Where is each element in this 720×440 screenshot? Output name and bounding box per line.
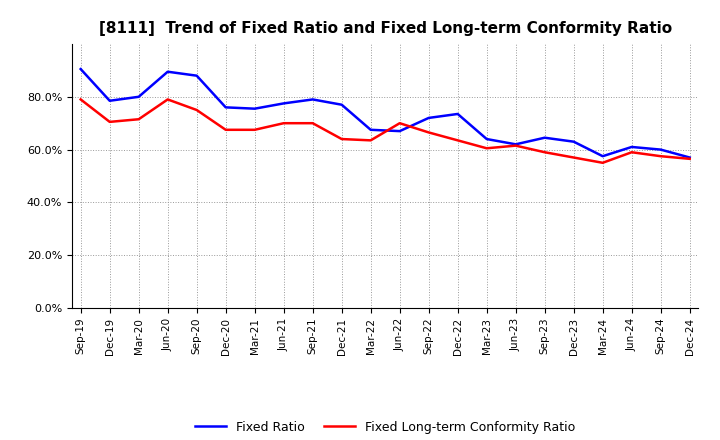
Fixed Long-term Conformity Ratio (598, 160, 607, 165)
Title: [8111]  Trend of Fixed Ratio and Fixed Long-term Conformity Ratio: [8111] Trend of Fixed Ratio and Fixed Lo… (99, 21, 672, 36)
Fixed Ratio (511, 142, 520, 147)
Fixed Ratio (221, 105, 230, 110)
Fixed Long-term Conformity Ratio (105, 119, 114, 125)
Line: Fixed Ratio: Fixed Ratio (81, 69, 690, 158)
Fixed Long-term Conformity Ratio (482, 146, 491, 151)
Fixed Long-term Conformity Ratio (192, 107, 201, 113)
Fixed Long-term Conformity Ratio (454, 138, 462, 143)
Fixed Ratio (192, 73, 201, 78)
Fixed Ratio (279, 101, 288, 106)
Fixed Long-term Conformity Ratio (308, 121, 317, 126)
Fixed Ratio (76, 66, 85, 72)
Fixed Long-term Conformity Ratio (627, 150, 636, 155)
Fixed Long-term Conformity Ratio (135, 117, 143, 122)
Fixed Ratio (570, 139, 578, 144)
Fixed Long-term Conformity Ratio (685, 156, 694, 161)
Fixed Long-term Conformity Ratio (221, 127, 230, 132)
Fixed Ratio (541, 135, 549, 140)
Fixed Ratio (135, 94, 143, 99)
Fixed Long-term Conformity Ratio (395, 121, 404, 126)
Fixed Long-term Conformity Ratio (251, 127, 259, 132)
Line: Fixed Long-term Conformity Ratio: Fixed Long-term Conformity Ratio (81, 99, 690, 163)
Fixed Ratio (685, 155, 694, 160)
Fixed Long-term Conformity Ratio (424, 130, 433, 135)
Fixed Ratio (308, 97, 317, 102)
Legend: Fixed Ratio, Fixed Long-term Conformity Ratio: Fixed Ratio, Fixed Long-term Conformity … (190, 416, 580, 439)
Fixed Long-term Conformity Ratio (541, 150, 549, 155)
Fixed Long-term Conformity Ratio (657, 154, 665, 159)
Fixed Long-term Conformity Ratio (279, 121, 288, 126)
Fixed Ratio (395, 128, 404, 134)
Fixed Long-term Conformity Ratio (511, 143, 520, 148)
Fixed Long-term Conformity Ratio (570, 155, 578, 160)
Fixed Ratio (163, 69, 172, 74)
Fixed Ratio (105, 98, 114, 103)
Fixed Ratio (251, 106, 259, 111)
Fixed Ratio (424, 115, 433, 121)
Fixed Long-term Conformity Ratio (76, 97, 85, 102)
Fixed Ratio (454, 111, 462, 117)
Fixed Ratio (627, 144, 636, 150)
Fixed Long-term Conformity Ratio (338, 136, 346, 142)
Fixed Long-term Conformity Ratio (163, 97, 172, 102)
Fixed Ratio (598, 154, 607, 159)
Fixed Ratio (482, 136, 491, 142)
Fixed Ratio (338, 102, 346, 107)
Fixed Ratio (366, 127, 375, 132)
Fixed Long-term Conformity Ratio (366, 138, 375, 143)
Fixed Ratio (657, 147, 665, 152)
